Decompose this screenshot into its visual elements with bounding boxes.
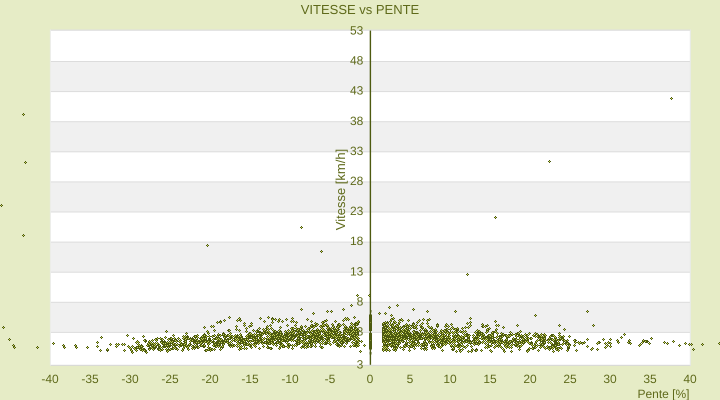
svg-text:8: 8 [357,294,364,308]
svg-text:10: 10 [443,372,457,386]
svg-text:13: 13 [350,264,364,278]
svg-text:Vitesse [km/h]: Vitesse [km/h] [333,149,348,230]
svg-text:-10: -10 [281,372,299,386]
svg-text:-5: -5 [325,372,336,386]
svg-text:-35: -35 [81,372,99,386]
svg-text:48: 48 [350,54,364,68]
svg-text:-20: -20 [201,372,219,386]
svg-text:20: 20 [523,372,537,386]
svg-text:0: 0 [367,372,374,386]
svg-text:43: 43 [350,84,364,98]
svg-text:35: 35 [643,372,657,386]
svg-text:VITESSE vs PENTE: VITESSE vs PENTE [301,2,420,17]
svg-text:53: 53 [350,24,364,38]
svg-text:Pente [%]: Pente [%] [637,387,689,400]
svg-text:33: 33 [350,144,364,158]
svg-text:30: 30 [603,372,617,386]
svg-text:40: 40 [683,372,697,386]
svg-text:5: 5 [407,372,414,386]
svg-text:23: 23 [350,204,364,218]
svg-text:-15: -15 [241,372,259,386]
svg-text:3: 3 [357,358,364,372]
svg-text:38: 38 [350,114,364,128]
svg-text:-30: -30 [121,372,139,386]
svg-text:15: 15 [483,372,497,386]
svg-text:-25: -25 [161,372,179,386]
svg-text:18: 18 [350,234,364,248]
svg-text:28: 28 [350,174,364,188]
svg-text:25: 25 [563,372,577,386]
svg-text:3: 3 [357,325,364,339]
svg-text:-40: -40 [41,372,59,386]
